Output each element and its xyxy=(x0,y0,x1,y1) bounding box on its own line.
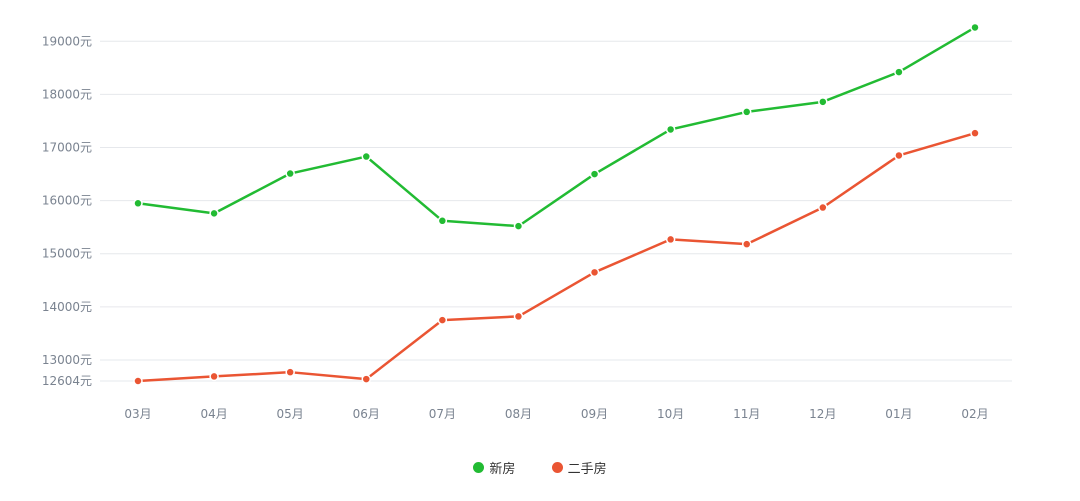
legend-label: 新房 xyxy=(489,462,516,477)
legend-dot-icon xyxy=(551,462,563,473)
x-tick-label: 01月 xyxy=(885,407,912,421)
data-point[interactable] xyxy=(741,107,752,117)
x-tick-label: 10月 xyxy=(657,407,684,421)
data-point[interactable] xyxy=(589,169,600,179)
data-point[interactable] xyxy=(133,198,143,209)
data-point[interactable] xyxy=(285,367,295,377)
data-point[interactable] xyxy=(437,216,448,226)
data-point[interactable] xyxy=(133,376,143,386)
data-point[interactable] xyxy=(894,67,904,77)
y-tick-label: 14000元 xyxy=(42,300,92,314)
data-point[interactable] xyxy=(361,374,372,384)
y-tick-label: 13000元 xyxy=(42,353,92,367)
data-point[interactable] xyxy=(970,128,980,138)
legend-label: 二手房 xyxy=(567,462,607,477)
legend-dot-icon xyxy=(473,462,485,473)
series-line xyxy=(137,26,976,228)
x-tick-label: 12月 xyxy=(809,407,836,421)
data-point[interactable] xyxy=(589,267,600,278)
data-point[interactable] xyxy=(818,97,828,107)
x-tick-label: 03月 xyxy=(124,407,151,421)
data-point[interactable] xyxy=(209,208,219,219)
data-point[interactable] xyxy=(665,234,676,245)
x-tick-label: 09月 xyxy=(581,407,608,421)
series-lines xyxy=(133,22,980,386)
series-1 xyxy=(133,128,980,386)
x-tick-label: 07月 xyxy=(429,407,456,421)
y-tick-label: 15000元 xyxy=(42,247,92,261)
x-tick-label: 02月 xyxy=(961,407,988,421)
legend: 新房 二手房 xyxy=(0,458,1080,477)
data-point[interactable] xyxy=(894,150,904,161)
x-tick-label: 08月 xyxy=(505,407,532,421)
x-tick-label: 05月 xyxy=(277,407,304,421)
series-0 xyxy=(133,22,980,231)
x-tick-label: 04月 xyxy=(200,407,227,421)
legend-item-new-house[interactable]: 新房 xyxy=(473,458,515,477)
data-point[interactable] xyxy=(818,202,828,213)
y-tick-label: 17000元 xyxy=(42,141,92,155)
grid-lines xyxy=(100,40,1012,382)
y-tick-label: 16000元 xyxy=(42,194,92,208)
data-point[interactable] xyxy=(437,315,448,325)
data-point[interactable] xyxy=(665,124,676,135)
series-line xyxy=(137,131,976,383)
data-point[interactable] xyxy=(209,371,219,382)
x-tick-label: 06月 xyxy=(353,407,380,421)
data-point[interactable] xyxy=(513,221,524,231)
x-axis-tick-labels: 03月 04月 05月 06月 07月 08月 09月 10月 11月 12月 01月 02月 xyxy=(124,407,988,421)
y-tick-label: 12604元 xyxy=(42,374,92,388)
data-point[interactable] xyxy=(285,168,295,179)
data-point[interactable] xyxy=(741,239,752,249)
y-tick-label: 18000元 xyxy=(42,87,92,101)
data-point[interactable] xyxy=(970,22,980,33)
x-tick-label: 11月 xyxy=(733,407,760,421)
data-point[interactable] xyxy=(361,151,372,162)
y-tick-label: 19000元 xyxy=(42,34,92,48)
y-axis-tick-labels: 12604元 13000元 14000元 15000元 16000元 17000元 1800… xyxy=(42,34,92,388)
data-point[interactable] xyxy=(513,311,524,322)
legend-item-second-hand-house[interactable]: 二手房 xyxy=(551,458,607,477)
